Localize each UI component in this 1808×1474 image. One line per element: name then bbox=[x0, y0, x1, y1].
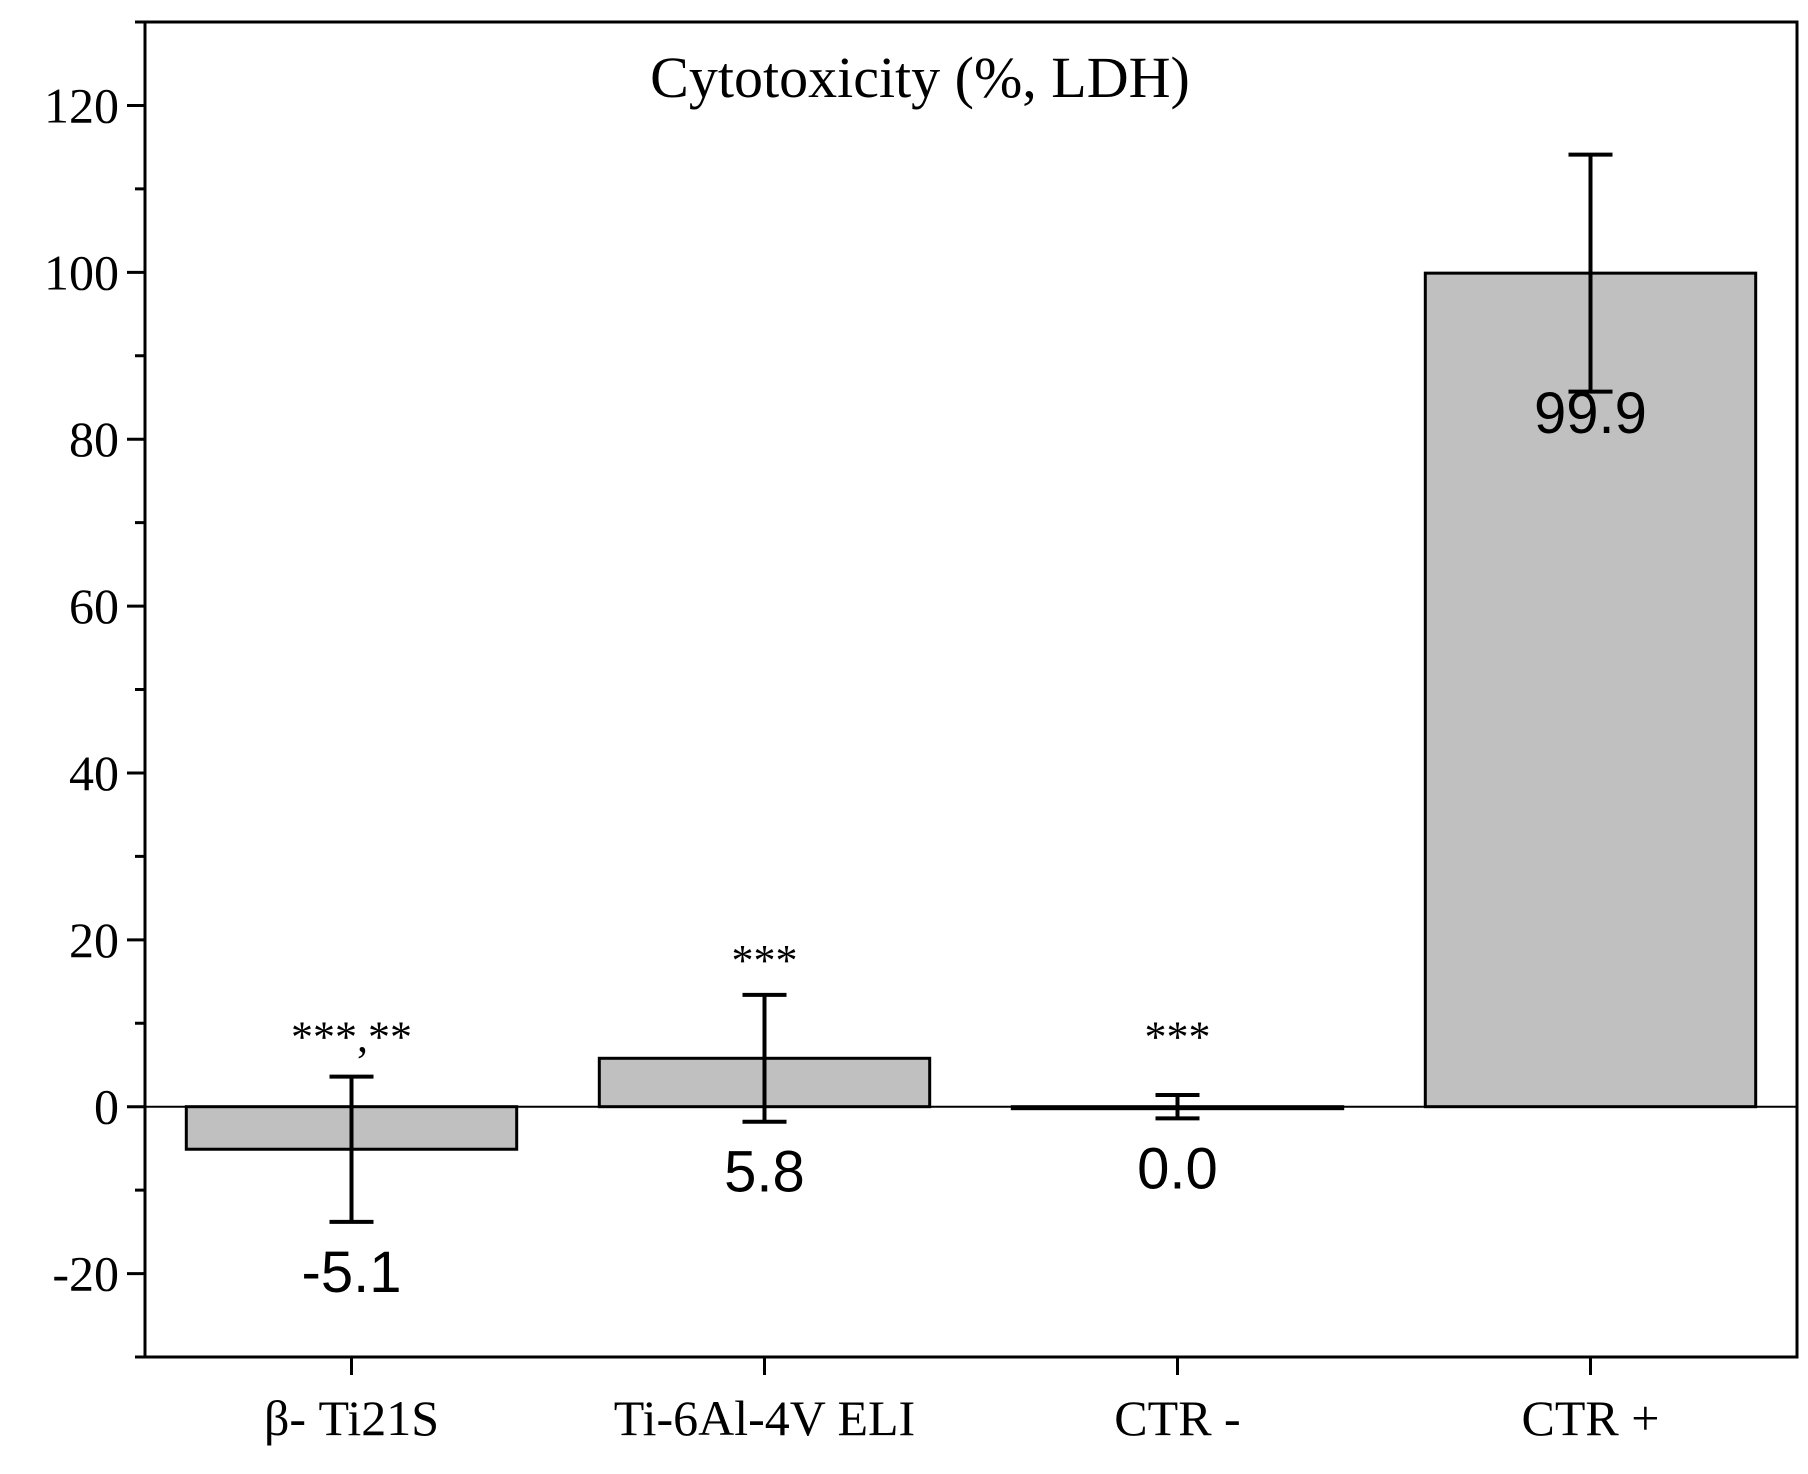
x-tick-label: CTR - bbox=[1114, 1390, 1240, 1446]
chart-title: Cytotoxicity (%, LDH) bbox=[650, 45, 1190, 110]
data-label: 99.9 bbox=[1534, 381, 1647, 446]
x-tick-label: β- Ti21S bbox=[264, 1390, 439, 1446]
x-tick-label: Ti-6Al-4V ELI bbox=[614, 1390, 915, 1446]
axis-ticks bbox=[127, 20, 1592, 1375]
bar bbox=[1423, 271, 1758, 1109]
error-bars bbox=[329, 152, 1613, 1224]
y-tick-label: 60 bbox=[69, 578, 119, 634]
y-tick-label: 20 bbox=[69, 912, 119, 968]
labels: -20 0 20 40 60 80 100 120 β- Ti21S -5.1 ***,** Ti-6… bbox=[44, 77, 1659, 1446]
significance-label: *** bbox=[1145, 1013, 1211, 1062]
y-tick-label: 80 bbox=[69, 411, 119, 467]
y-tick-label: 120 bbox=[44, 77, 119, 133]
y-tick-label: 40 bbox=[69, 745, 119, 801]
y-tick-label: 100 bbox=[44, 244, 119, 300]
bars bbox=[184, 271, 1758, 1151]
plot-frame bbox=[143, 20, 1799, 1359]
data-label: -5.1 bbox=[302, 1240, 402, 1305]
data-label: 0.0 bbox=[1137, 1136, 1218, 1201]
x-tick-label: CTR + bbox=[1522, 1390, 1660, 1446]
y-tick-label: 0 bbox=[94, 1079, 119, 1135]
significance-label: ***,** bbox=[291, 1013, 412, 1062]
significance-label: *** bbox=[732, 936, 798, 985]
y-tick-label: -20 bbox=[52, 1246, 119, 1302]
data-label: 5.8 bbox=[724, 1140, 805, 1205]
